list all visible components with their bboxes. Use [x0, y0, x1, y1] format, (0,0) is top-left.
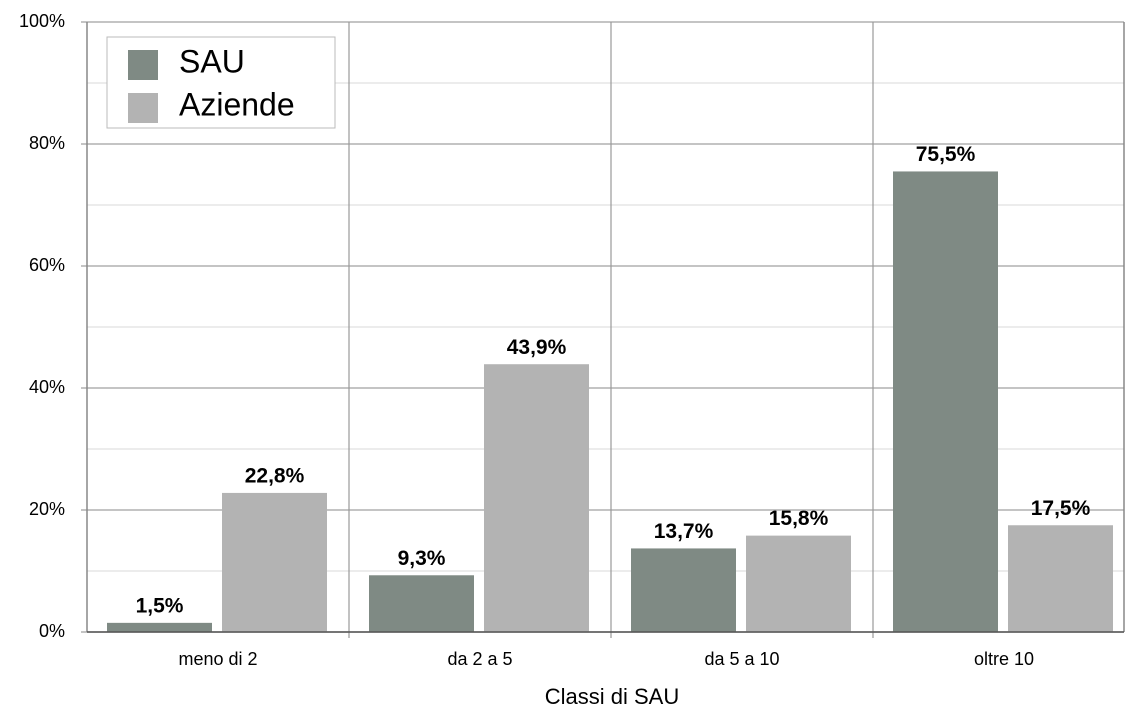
legend-label: SAU — [179, 43, 245, 79]
x-tick-label: da 5 a 10 — [704, 649, 779, 669]
bar — [107, 622, 212, 632]
y-tick-label: 100% — [19, 11, 65, 31]
value-label: 1,5% — [136, 594, 184, 617]
value-label: 9,3% — [398, 547, 446, 570]
bar — [746, 535, 851, 632]
bar — [893, 171, 998, 632]
value-label: 43,9% — [507, 336, 567, 359]
bar — [222, 492, 327, 632]
legend-swatch — [128, 93, 158, 123]
legend-swatch — [128, 50, 158, 80]
x-axis-label: Classi di SAU — [545, 684, 679, 709]
value-label: 75,5% — [916, 143, 976, 166]
bar — [631, 548, 736, 632]
value-label: 17,5% — [1031, 497, 1091, 520]
x-tick-label: meno di 2 — [178, 649, 257, 669]
x-tick-label: da 2 a 5 — [447, 649, 512, 669]
value-label: 22,8% — [245, 464, 305, 487]
y-tick-label: 0% — [39, 621, 65, 641]
y-tick-label: 20% — [29, 499, 65, 519]
value-label: 15,8% — [769, 507, 829, 530]
bar — [484, 364, 589, 632]
y-tick-label: 80% — [29, 133, 65, 153]
legend-label: Aziende — [179, 86, 295, 122]
bar — [1008, 525, 1113, 632]
x-tick-label: oltre 10 — [974, 649, 1034, 669]
value-label: 13,7% — [654, 520, 714, 543]
bar — [369, 575, 474, 632]
y-tick-label: 60% — [29, 255, 65, 275]
y-tick-label: 40% — [29, 377, 65, 397]
